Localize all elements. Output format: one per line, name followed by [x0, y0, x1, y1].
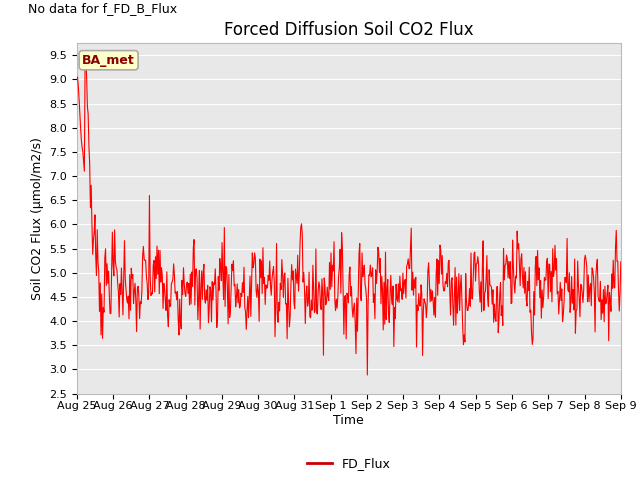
Y-axis label: Soil CO2 Flux (μmol/m2/s): Soil CO2 Flux (μmol/m2/s): [31, 137, 44, 300]
X-axis label: Time: Time: [333, 414, 364, 427]
Text: No data for f_FD_B_Flux: No data for f_FD_B_Flux: [28, 2, 177, 15]
Legend: FD_Flux: FD_Flux: [302, 453, 396, 475]
Title: Forced Diffusion Soil CO2 Flux: Forced Diffusion Soil CO2 Flux: [224, 21, 474, 39]
Text: BA_met: BA_met: [82, 54, 135, 67]
